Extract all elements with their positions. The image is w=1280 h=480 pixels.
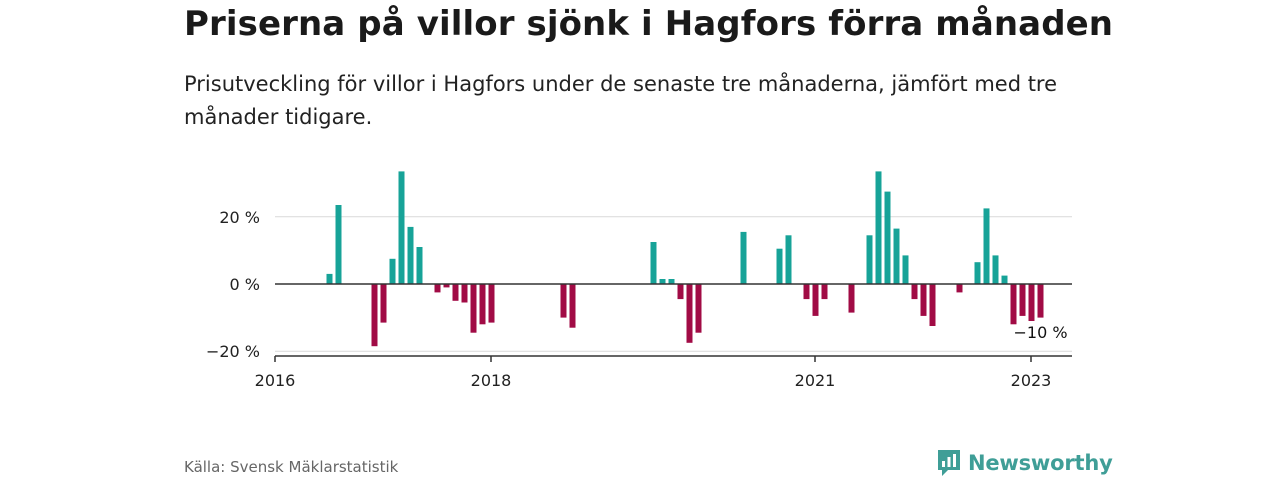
bar: [992, 255, 999, 284]
bar: [776, 248, 783, 284]
brand-name: Newsworthy: [968, 451, 1113, 475]
bar: [479, 284, 486, 325]
bar: [434, 284, 441, 293]
bar: [1001, 275, 1008, 284]
chart-subtitle: Prisutveckling för villor i Hagfors unde…: [184, 72, 1058, 129]
source-note: Källa: Svensk Mäklarstatistik: [184, 458, 399, 476]
bar: [659, 279, 666, 284]
bar: [803, 284, 810, 300]
bar: [668, 279, 675, 284]
bar: [695, 284, 702, 333]
bar: [407, 226, 414, 284]
y-tick-label: −20 %: [206, 342, 260, 361]
newsworthy-icon: [938, 450, 960, 476]
bar: [821, 284, 828, 300]
bar: [785, 235, 792, 284]
bar: [929, 284, 936, 326]
bar: [488, 284, 495, 323]
bar: [911, 284, 918, 300]
x-tick-label: 2023: [1011, 371, 1052, 390]
bar: [452, 284, 459, 301]
bar: [560, 284, 567, 318]
x-tick-label: 2016: [255, 371, 296, 390]
latest-value-label: −10 %: [1014, 323, 1068, 342]
bar: [893, 228, 900, 284]
bar: [371, 284, 378, 347]
bar: [875, 171, 882, 284]
bar: [326, 273, 333, 284]
bar: [389, 258, 396, 284]
bar: [848, 284, 855, 313]
x-tick-label: 2021: [795, 371, 836, 390]
x-tick-label: 2018: [471, 371, 512, 390]
bar: [398, 171, 405, 284]
y-tick-label: 0 %: [230, 275, 260, 294]
bar: [569, 284, 576, 328]
bar: [461, 284, 468, 303]
bar-chart: 20 % 0 % −20 % 2016 2018 2021 2023 −10 %: [206, 171, 1072, 390]
bars: [326, 171, 1044, 347]
y-tick-label: 20 %: [219, 208, 260, 227]
bar: [866, 235, 873, 284]
bar: [416, 247, 423, 284]
bar: [1037, 284, 1044, 318]
bar: [470, 284, 477, 333]
bar: [380, 284, 387, 323]
labels: 20 % 0 % −20 % 2016 2018 2021 2023 −10 %: [206, 208, 1068, 390]
bar: [974, 262, 981, 284]
bar: [1028, 284, 1035, 321]
bar: [650, 242, 657, 284]
bar: [443, 284, 450, 288]
brand-logo: Newsworthy: [936, 448, 1113, 478]
bar: [812, 284, 819, 316]
bar: [1010, 284, 1017, 325]
bar: [983, 208, 990, 284]
bar: [920, 284, 927, 316]
bar: [884, 191, 891, 284]
chart-title: Priserna på villor sjönk i Hagfors förra…: [184, 4, 1114, 44]
bar: [686, 284, 693, 343]
bar: [902, 255, 909, 284]
bar: [1019, 284, 1026, 316]
bar: [740, 231, 747, 284]
bar: [956, 284, 963, 293]
grid-lines: [275, 216, 1072, 352]
bar: [335, 205, 342, 284]
axes: [274, 283, 1072, 362]
bar: [677, 284, 684, 300]
